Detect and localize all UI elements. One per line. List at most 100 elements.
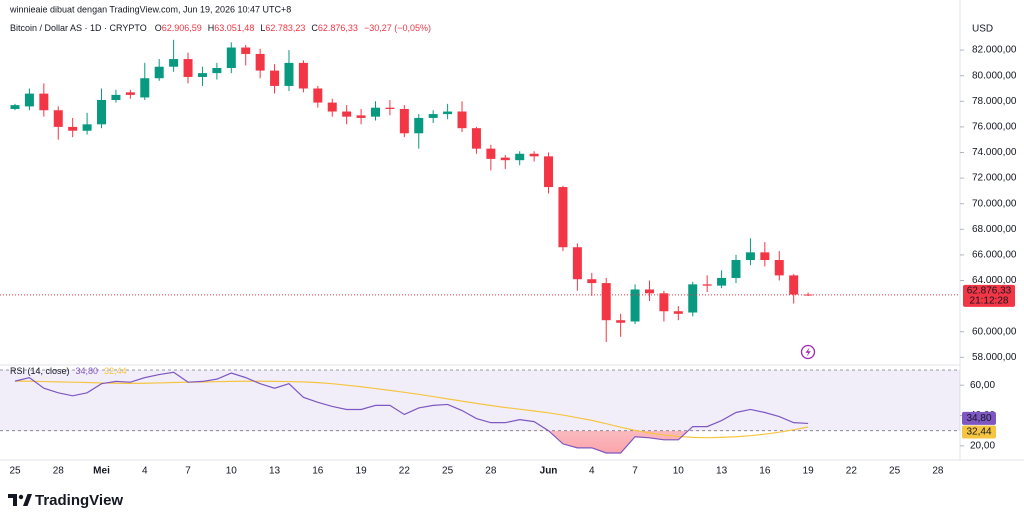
candle-body [500, 157, 510, 161]
candle-body [630, 289, 640, 322]
candle-body [745, 252, 755, 261]
candle-body [371, 107, 380, 117]
x-tick-label: 7 [185, 466, 191, 477]
rsi-title: RSI (14, close) [10, 366, 70, 376]
x-tick-label: 7 [632, 466, 638, 477]
candle-body [572, 247, 582, 280]
candle-body [789, 275, 799, 295]
candle-body [82, 124, 92, 131]
candle-body [774, 260, 784, 276]
candle-body [644, 289, 654, 294]
value-box-label: 34,80 [966, 413, 991, 424]
candle-body [298, 62, 308, 89]
candle-body [457, 111, 467, 129]
x-tick-label: 4 [142, 466, 148, 477]
y-tick-label: 82.000,00 [972, 45, 1017, 56]
candle-body [327, 102, 337, 112]
x-tick-label: 10 [673, 466, 685, 477]
y-tick-label: 80.000,00 [972, 70, 1017, 81]
candle-body [385, 107, 395, 109]
candle-body [313, 88, 323, 103]
y-tick-label: 70.000,00 [972, 198, 1017, 209]
symbol-legend: Bitcoin / Dollar AS · 1D · CRYPTO O62.906… [10, 23, 431, 33]
candle-body [97, 100, 107, 125]
candle-body [616, 320, 626, 323]
candle-body [486, 148, 496, 159]
y-tick-label: 72.000,00 [972, 173, 1017, 184]
x-tick-label: 19 [356, 466, 368, 477]
x-tick-label: 13 [269, 466, 281, 477]
candle-body [125, 92, 135, 95]
ohlc-key: L [260, 23, 265, 33]
candle-body [154, 66, 164, 79]
y-tick-label: 58.000,00 [972, 352, 1017, 363]
currency: USD [972, 24, 993, 35]
x-tick-label: 19 [803, 466, 815, 477]
candle-body [399, 108, 409, 134]
candle-body [558, 187, 568, 248]
y-tick-label: 68.000,00 [972, 224, 1017, 235]
candle-body [270, 70, 280, 86]
candle-body [197, 73, 207, 77]
candle-body [760, 252, 770, 261]
candle-body [515, 153, 525, 161]
rsi-legend-value: 34,80 [76, 366, 99, 376]
ohlc-key: H [208, 23, 215, 33]
ohlc-key: C [311, 23, 318, 33]
y-tick-label: 66.000,00 [972, 250, 1017, 261]
candle-body [356, 115, 366, 118]
candle-body [342, 111, 352, 117]
candle-body [183, 59, 193, 77]
value-box [962, 425, 996, 439]
candle-body [443, 111, 453, 115]
rsi-line [14, 380, 809, 439]
y-tick-label: 64.000,00 [972, 275, 1017, 286]
candle-body [414, 117, 424, 134]
candle-body [803, 294, 813, 296]
x-tick-label: 4 [589, 466, 595, 477]
candle-body [601, 283, 611, 321]
ohlc-value: 62.876,33 [318, 23, 358, 33]
candle-body [53, 110, 63, 127]
candle-body [717, 277, 727, 286]
logo: TradingView [8, 492, 123, 509]
candle-body [169, 59, 179, 67]
candle-body [688, 284, 698, 313]
x-tick-label: 13 [716, 466, 728, 477]
rsi-legend-value: 32,44 [104, 366, 127, 376]
candle-body [471, 128, 481, 149]
last-price-box [963, 284, 1015, 307]
x-tick-label: Jun [540, 466, 558, 477]
y-tick-label: 74.000,00 [972, 147, 1017, 158]
candle-body [68, 126, 78, 131]
last-price-label: 62.876,33 [967, 286, 1012, 297]
x-tick-label: 25 [442, 466, 454, 477]
candle-body [702, 284, 712, 286]
ohlc-value: 63.051,48 [214, 23, 254, 33]
candle-body [284, 62, 294, 86]
x-tick-label: 10 [226, 466, 238, 477]
y-tick-label: 20,00 [970, 441, 995, 452]
candle-body [673, 311, 683, 314]
candle-body [111, 94, 121, 101]
x-tick-label: 28 [485, 466, 497, 477]
x-tick-label: 25 [9, 466, 21, 477]
candle-body [544, 156, 554, 188]
x-tick-label: 16 [759, 466, 771, 477]
candle-body [659, 293, 669, 312]
oversold-fill [15, 430, 809, 453]
header: winnieaie dibuat dengan TradingView.com,… [9, 4, 291, 14]
value-box [962, 411, 996, 425]
candle-body [24, 93, 34, 107]
x-tick-label: Mei [93, 466, 110, 477]
countdown: 21:12:28 [970, 296, 1009, 307]
y-tick-label: 60,00 [970, 380, 995, 391]
symbol: Bitcoin / Dollar AS · 1D · CRYPTO [10, 23, 147, 33]
candle-body [241, 47, 251, 54]
ohlc-value: 62.906,59 [162, 23, 202, 33]
candle-body [428, 114, 438, 118]
alert-icon[interactable] [800, 344, 816, 360]
y-tick-label: 76.000,00 [972, 122, 1017, 133]
x-tick-label: 28 [53, 466, 65, 477]
